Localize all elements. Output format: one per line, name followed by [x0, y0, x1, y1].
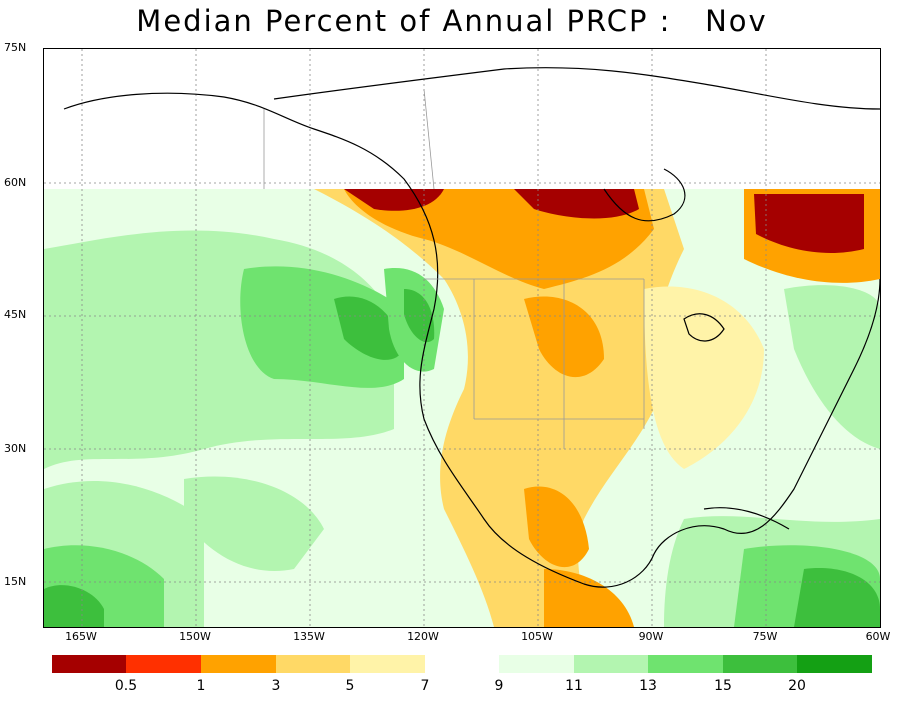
map-title: Median Percent of Annual PRCP : Nov: [136, 4, 768, 38]
colorbar-label-20: 20: [788, 678, 806, 694]
lon-label-120w: 120W: [407, 630, 439, 643]
colorbar-label-13: 13: [639, 678, 657, 694]
precip-map-canvas: [44, 49, 880, 627]
lat-label-60n: 60N: [4, 176, 27, 189]
lon-label-105w: 105W: [521, 630, 553, 643]
colorbar-label-3: 3: [271, 678, 281, 694]
precip-map: [43, 48, 881, 628]
lat-label-75n: 75N: [4, 41, 27, 54]
lon-label-60w: 60W: [865, 630, 891, 643]
colorbar-swatch-low-5: [350, 655, 425, 673]
colorbar-swatch-low-2: [126, 655, 201, 673]
colorbar-label-11: 11: [565, 678, 583, 694]
colorbar-swatch-low-1: [52, 655, 126, 673]
lon-label-165w: 165W: [65, 630, 97, 643]
colorbar-label-15: 15: [714, 678, 732, 694]
colorbar-swatch-high-1: [499, 655, 574, 673]
lon-label-90w: 90W: [638, 630, 664, 643]
lon-label-135w: 135W: [293, 630, 325, 643]
lon-label-75w: 75W: [752, 630, 778, 643]
colorbar-label-1: 1: [196, 678, 206, 694]
lat-label-15n: 15N: [4, 575, 27, 588]
colorbar-swatch-high-5: [797, 655, 872, 673]
colorbar-swatch-high-4: [723, 655, 797, 673]
colorbar-swatch-high-3: [648, 655, 723, 673]
colorbar-label-5: 5: [345, 678, 355, 694]
colorbar-label-7: 7: [420, 678, 430, 694]
lon-label-150w: 150W: [179, 630, 211, 643]
lat-label-45n: 45N: [4, 308, 27, 321]
colorbar-label-9: 9: [494, 678, 504, 694]
colorbar-label-0-5: 0.5: [114, 678, 138, 694]
colorbar-swatch-low-3: [201, 655, 276, 673]
colorbar-swatch-high-2: [574, 655, 648, 673]
lat-label-30n: 30N: [4, 442, 27, 455]
colorbar-swatch-low-4: [276, 655, 350, 673]
